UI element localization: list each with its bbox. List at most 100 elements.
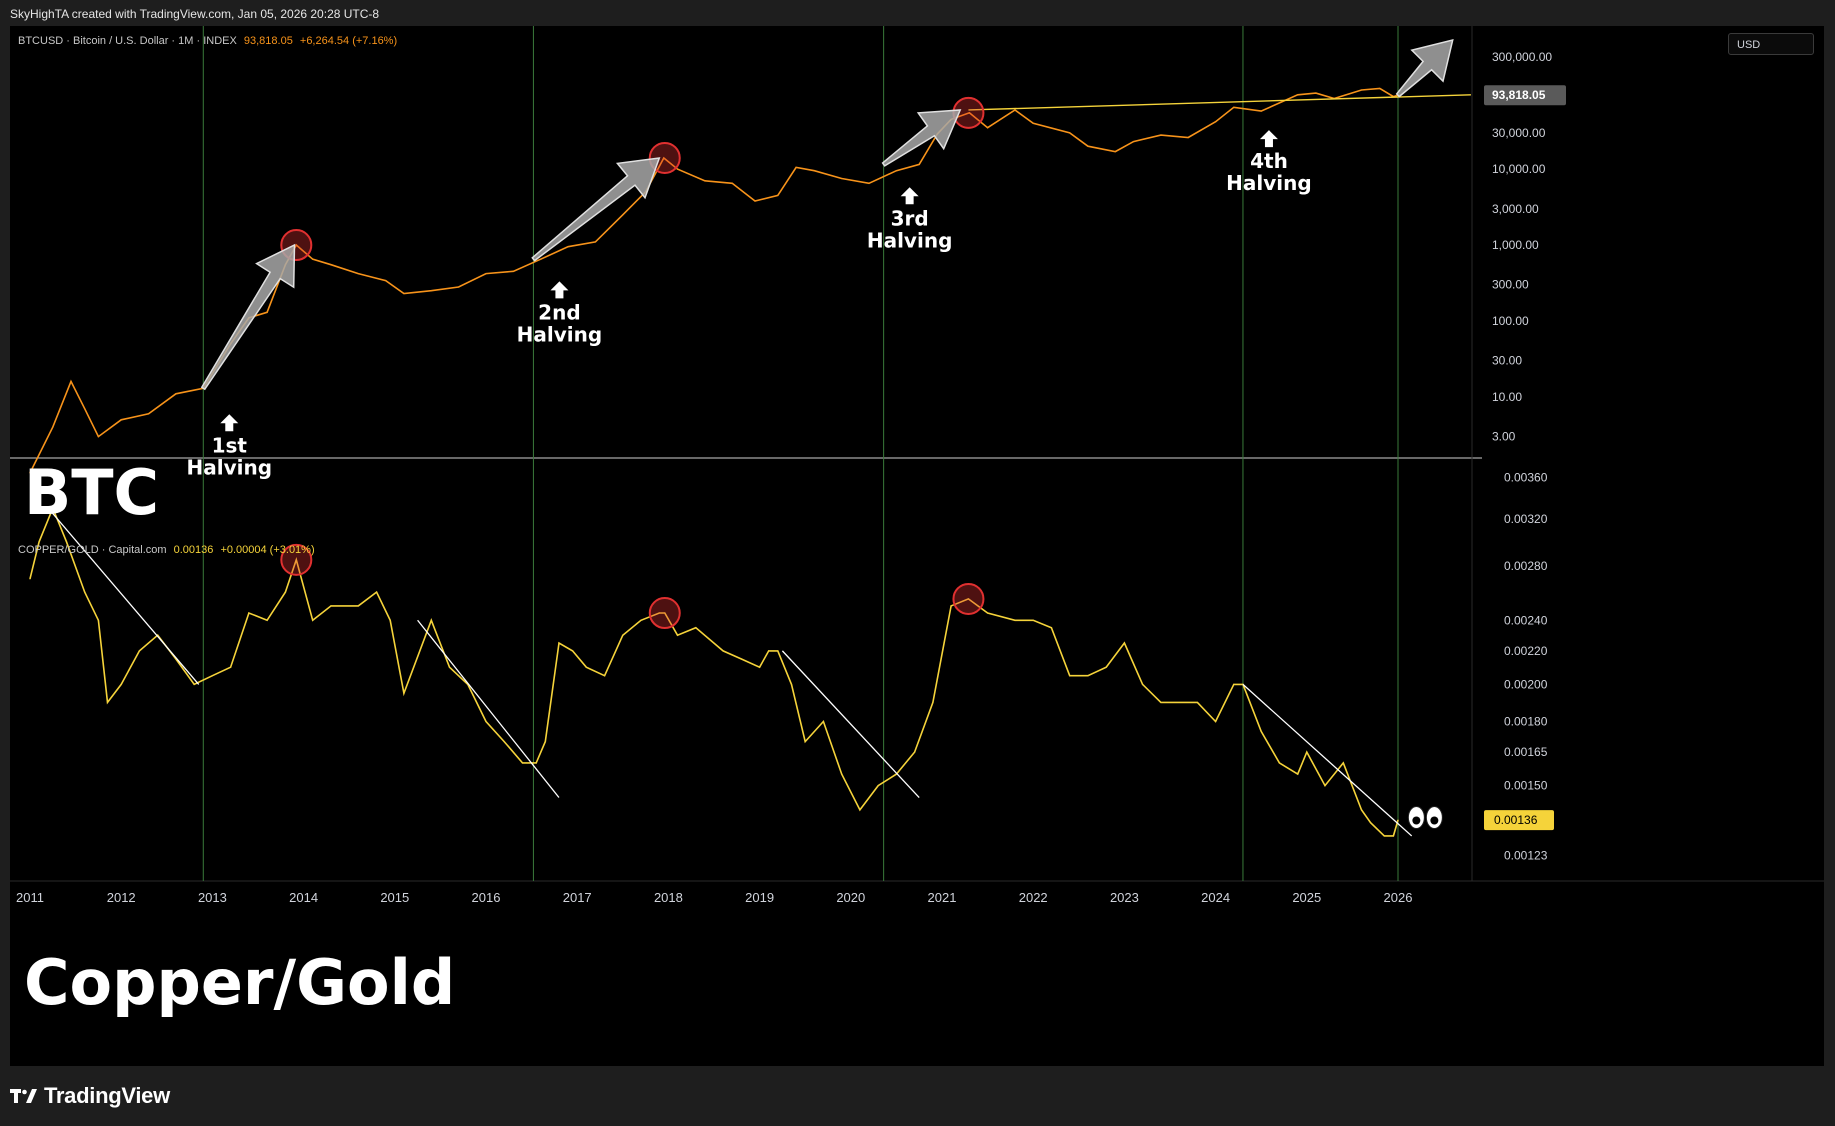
copper-gold-data-point <box>790 683 793 686</box>
copper-gold-data-point <box>106 701 109 704</box>
copper-gold-data-point <box>1215 720 1217 723</box>
copper-gold-data-point <box>877 784 879 787</box>
x-axis-year-label: 2014 <box>289 890 318 905</box>
cycle-arrow-2 <box>531 157 661 262</box>
btc-data-point <box>266 311 268 313</box>
copper-gold-trendline-2 <box>417 619 560 798</box>
chart-area[interactable]: 1st Halving 2nd Halving 3rd Halving 4th Halving… <box>10 26 1824 1066</box>
copper-gold-data-point <box>987 612 989 614</box>
copper-gold-data-point <box>230 666 232 668</box>
x-axis-year-label: 2021 <box>928 890 957 905</box>
tradingview-logo[interactable]: TradingView <box>10 1083 170 1109</box>
copper-gold-data-point <box>485 720 487 723</box>
btc-data-point <box>968 112 970 114</box>
copper-gold-data-point <box>1123 642 1125 644</box>
copper-gold-data-point <box>248 612 250 614</box>
btc-data-point <box>663 157 665 159</box>
btc-y-tick-label: 300.00 <box>1492 278 1529 292</box>
copper-gold-data-point <box>804 740 806 743</box>
btc-data-point <box>430 290 432 292</box>
halving-up-arrow-icon <box>1259 130 1278 148</box>
btc-y-tick-label: 10.00 <box>1492 390 1522 404</box>
copper-gold-data-point <box>84 591 86 593</box>
btc-data-point <box>704 180 706 182</box>
btc-data-point <box>676 168 679 170</box>
copper-gold-data-point <box>967 598 970 600</box>
btc-data-point <box>70 380 72 383</box>
btc-data-point <box>1360 89 1363 91</box>
btc-data-point <box>458 286 460 288</box>
copper-gold-data-point <box>1370 822 1372 824</box>
btc-last-price-badge <box>1484 85 1566 106</box>
copper-gold-peak-marker-1 <box>280 543 313 576</box>
copper-gold-data-point <box>52 507 54 509</box>
eyes-icon <box>1407 805 1443 829</box>
btc-data-point <box>175 393 177 395</box>
halving-up-arrow-icon <box>550 281 569 299</box>
copper-gold-data-point <box>535 762 537 764</box>
copper-gold-data-point <box>357 605 359 607</box>
x-axis-year-label: 2026 <box>1384 890 1413 905</box>
copper-gold-peak-marker-2 <box>648 597 681 630</box>
btc-data-point <box>540 258 542 260</box>
x-axis-year-label: 2013 <box>198 890 227 905</box>
btc-y-tick-label: 1,000.00 <box>1492 238 1539 252</box>
copper-gold-y-tick-label: 0.00165 <box>1504 745 1548 759</box>
currency-unit-button[interactable]: USD <box>1728 33 1814 55</box>
copper-gold-data-point <box>312 619 314 621</box>
copper-gold-trendline-4 <box>1242 683 1413 837</box>
btc-data-point <box>330 264 332 266</box>
eye-pupil <box>1430 816 1439 825</box>
halving-label-line: 1st <box>212 433 248 457</box>
copper-gold-y-tick-label: 0.00240 <box>1504 613 1548 627</box>
btc-data-point <box>795 166 797 169</box>
copper-gold-data-point <box>295 559 297 561</box>
copper-gold-data-point <box>544 740 546 743</box>
copper-gold-data-point <box>1014 619 1016 621</box>
chart-svg[interactable]: 1stHalving2ndHalving3rdHalving4thHalving… <box>10 26 1824 1066</box>
copper-gold-legend-price: 0.00136 <box>173 544 214 556</box>
btc-data-point <box>622 214 624 216</box>
btc-legend-change: +6,264.54 (+7.16%) <box>299 35 398 47</box>
copper-gold-data-point <box>330 605 332 607</box>
x-axis-year-label: 2015 <box>380 890 409 905</box>
copper-gold-y-tick-label: 0.00360 <box>1504 471 1548 485</box>
copper-gold-y-tick-label: 0.00320 <box>1504 512 1548 526</box>
copper-gold-data-point <box>1233 683 1235 686</box>
copper-gold-data-point <box>572 650 574 652</box>
cycle-arrow-3 <box>881 109 962 167</box>
btc-data-point <box>295 244 297 246</box>
copper-gold-data-point <box>1105 666 1107 668</box>
copper-gold-data-point <box>1397 819 1399 821</box>
x-axis-year-label: 2011 <box>16 890 44 905</box>
btc-data-point <box>52 426 54 428</box>
copper-gold-trendline-1 <box>47 507 200 685</box>
cycle-arrow-1 <box>200 243 296 391</box>
copper-gold-y-tick-label: 0.00220 <box>1504 644 1548 658</box>
copper-gold-data-point <box>950 605 952 607</box>
copper-gold-y-tick-label: 0.00180 <box>1504 714 1548 728</box>
eye-pupil <box>1412 816 1421 825</box>
btc-y-tick-label: 10,000.00 <box>1492 162 1546 176</box>
copper-gold-data-point <box>284 591 286 593</box>
copper-gold-data-point <box>1069 675 1071 677</box>
copper-gold-data-point <box>430 619 432 621</box>
copper-gold-y-tick-label: 0.00123 <box>1504 848 1548 862</box>
copper-gold-data-point <box>585 666 587 668</box>
x-axis-year-label: 2019 <box>745 890 774 905</box>
halving-label-line: 3rd <box>891 206 929 230</box>
halving-up-arrow-icon <box>220 414 239 432</box>
copper-gold-data-point <box>722 650 724 652</box>
x-axis-year-label: 2012 <box>107 890 136 905</box>
cycle-arrow-projected <box>1395 38 1454 98</box>
copper-gold-data-point <box>777 650 779 652</box>
copper-gold-data-point <box>266 619 268 621</box>
btc-data-point <box>841 177 843 180</box>
copper-gold-data-point <box>38 541 40 543</box>
btc-y-tick-label: 3,000.00 <box>1492 202 1539 216</box>
halving-label-line: 4th <box>1250 149 1288 173</box>
copper-gold-data-point <box>932 701 934 704</box>
